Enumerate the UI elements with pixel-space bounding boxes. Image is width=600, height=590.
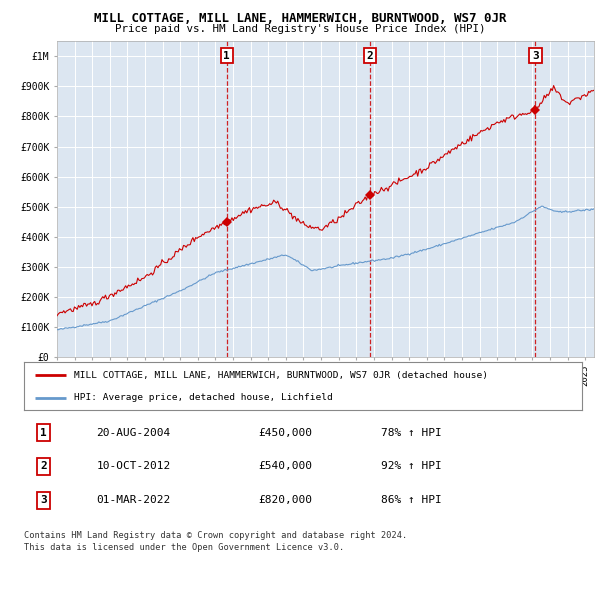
Text: HPI: Average price, detached house, Lichfield: HPI: Average price, detached house, Lich… (74, 394, 333, 402)
Text: MILL COTTAGE, MILL LANE, HAMMERWICH, BURNTWOOD, WS7 0JR (detached house): MILL COTTAGE, MILL LANE, HAMMERWICH, BUR… (74, 371, 488, 380)
Text: 92% ↑ HPI: 92% ↑ HPI (381, 461, 442, 471)
Text: Price paid vs. HM Land Registry's House Price Index (HPI): Price paid vs. HM Land Registry's House … (115, 24, 485, 34)
Text: 3: 3 (40, 496, 47, 505)
Text: This data is licensed under the Open Government Licence v3.0.: This data is licensed under the Open Gov… (24, 543, 344, 552)
Text: £540,000: £540,000 (259, 461, 313, 471)
Text: 1: 1 (223, 51, 230, 61)
Text: MILL COTTAGE, MILL LANE, HAMMERWICH, BURNTWOOD, WS7 0JR: MILL COTTAGE, MILL LANE, HAMMERWICH, BUR… (94, 12, 506, 25)
Text: Contains HM Land Registry data © Crown copyright and database right 2024.: Contains HM Land Registry data © Crown c… (24, 531, 407, 540)
Text: 10-OCT-2012: 10-OCT-2012 (97, 461, 171, 471)
Text: 2: 2 (40, 461, 47, 471)
Text: £820,000: £820,000 (259, 496, 313, 505)
Text: 20-AUG-2004: 20-AUG-2004 (97, 428, 171, 438)
Text: 78% ↑ HPI: 78% ↑ HPI (381, 428, 442, 438)
Text: 1: 1 (40, 428, 47, 438)
Text: 01-MAR-2022: 01-MAR-2022 (97, 496, 171, 505)
Text: 2: 2 (367, 51, 373, 61)
Text: 86% ↑ HPI: 86% ↑ HPI (381, 496, 442, 505)
Text: £450,000: £450,000 (259, 428, 313, 438)
Text: 3: 3 (532, 51, 539, 61)
